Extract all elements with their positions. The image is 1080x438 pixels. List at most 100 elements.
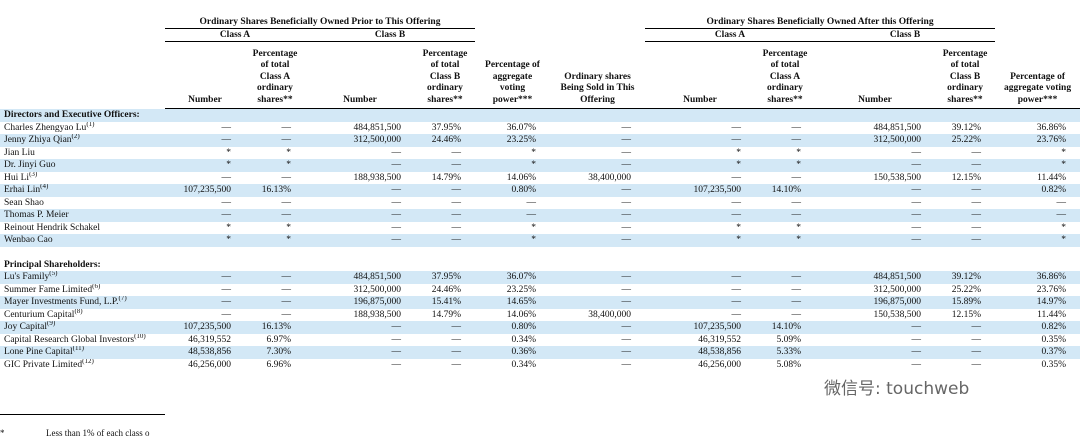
data-row: GIC Private Limited(12) 46,256,000 6.96% — —…: [0, 359, 1080, 372]
holder-name: Capital Research Global Investors: [4, 334, 135, 345]
column-header-row: Number Percentage of total Class A ordina…: [0, 41, 1080, 109]
section-row: Directors and Executive Officers:: [0, 108, 1080, 122]
value-cell: *: [475, 159, 550, 172]
value-cell: *: [226, 222, 231, 233]
holder-name: Summer Fame Limited: [4, 284, 93, 295]
column-header: Percentage of aggregate voting power***: [995, 41, 1080, 109]
column-header: Number: [165, 41, 245, 109]
value-cell: 14.79%: [431, 309, 461, 320]
value-cell: 24.46%: [431, 284, 461, 295]
value-cell: *: [531, 147, 536, 158]
value-cell: —: [281, 309, 292, 320]
value-cell: —: [415, 234, 475, 247]
column-header: Percentage of aggregate voting power***: [475, 41, 550, 109]
holder-cell: Summer Fame Limited(6): [0, 284, 165, 297]
value-cell: 14.06%: [506, 172, 536, 183]
value-cell: 0.35%: [1041, 359, 1067, 370]
value-cell: —: [791, 197, 802, 208]
holder-cell: Charles Zhengyao Lu(1): [0, 122, 165, 135]
value-cell: 107,235,500: [165, 184, 245, 197]
value-cell: —: [391, 147, 402, 158]
value-cell: 23.25%: [506, 284, 536, 295]
value-cell: —: [245, 296, 305, 309]
value-cell: —: [221, 172, 232, 183]
holder-name: Hui Li: [4, 172, 30, 183]
holder-cell: Thomas P. Meier: [0, 209, 165, 222]
value-cell: 0.35%: [1041, 334, 1067, 345]
value-cell: —: [550, 209, 645, 222]
value-cell: —: [621, 122, 632, 133]
column-header: Ordinary shares Being Sold in This Offer…: [550, 41, 645, 109]
value-cell: *: [226, 147, 231, 158]
value-cell: 6.97%: [266, 334, 291, 345]
value-cell: 11.44%: [1037, 309, 1067, 320]
group-title: Ordinary Shares Beneficially Owned Prior…: [165, 0, 475, 29]
value-cell: —: [731, 197, 742, 208]
value-cell: —: [305, 346, 415, 359]
value-cell: —: [526, 197, 537, 208]
value-cell: *: [475, 234, 550, 247]
value-cell: 12.15%: [951, 309, 982, 320]
value-cell: *: [995, 159, 1080, 172]
value-cell: 36.07%: [506, 122, 536, 133]
value-cell: 150,538,500: [873, 172, 922, 183]
value-cell: 196,875,000: [305, 296, 415, 309]
section-title: Directors and Executive Officers:: [0, 108, 1080, 122]
value-cell: —: [815, 209, 935, 222]
ownership-table: Ordinary Shares Beneficially Owned Prior…: [0, 0, 1080, 372]
value-cell: 37.95%: [415, 271, 475, 284]
value-cell: —: [221, 197, 232, 208]
holder-name: Jian Liu: [4, 147, 35, 158]
value-cell: 0.34%: [511, 359, 536, 370]
value-cell: —: [391, 222, 402, 233]
value-cell: —: [645, 271, 755, 284]
value-cell: —: [645, 209, 755, 222]
value-cell: —: [645, 134, 755, 147]
value-cell: —: [791, 284, 802, 295]
value-cell: —: [165, 209, 245, 222]
holder-name: GIC Private Limited: [4, 359, 83, 370]
value-cell: 312,500,000: [353, 284, 402, 295]
column-header: Percentage of total Class A ordinary sha…: [755, 41, 815, 109]
value-cell: —: [935, 209, 996, 222]
value-cell: 5.33%: [755, 346, 815, 359]
section-title: Principal Shareholders:: [4, 259, 101, 270]
value-cell: 23.76%: [1036, 284, 1067, 295]
value-cell: —: [731, 284, 742, 295]
value-cell: —: [621, 359, 632, 370]
value-cell: —: [165, 134, 245, 147]
value-cell: 484,851,500: [305, 271, 415, 284]
value-cell: —: [731, 172, 742, 183]
empty-cell: [475, 28, 645, 42]
value-cell: —: [415, 159, 475, 172]
holder-cell: Jenny Zhiya Qian(2): [0, 134, 165, 147]
data-row: Hui Li(3) — — 188,938,500 14.79% 14.06% 38,400…: [0, 172, 1080, 185]
value-cell: —: [305, 234, 415, 247]
value-cell: —: [791, 172, 802, 183]
value-cell: 0.82%: [995, 321, 1080, 334]
holder-cell: Sean Shao: [0, 197, 165, 210]
holder-name: Lone Pine Capital: [4, 347, 73, 357]
value-cell: —: [755, 296, 815, 309]
value-cell: —: [971, 222, 982, 233]
watermark: 微信号: touchweb: [818, 372, 976, 401]
holder-name: Joy Capital: [4, 322, 48, 332]
value-cell: 36.86%: [1036, 122, 1067, 133]
value-cell: 25.22%: [935, 134, 996, 147]
data-row: Lu's Family(5) — —484,851,500 37.95% 36.07% —…: [0, 271, 1080, 284]
value-cell: 0.37%: [995, 346, 1080, 359]
value-cell: —: [791, 122, 802, 133]
data-row: Wenbao Cao * * — — * — * * — — *: [0, 234, 1080, 247]
table-body: Ordinary Shares Beneficially Owned Prior…: [0, 0, 1080, 372]
value-cell: 14.06%: [506, 309, 536, 320]
footnote: * Less than 1% of each class o: [0, 428, 149, 438]
value-cell: 48,538,856: [165, 346, 245, 359]
holder-note: (11): [72, 346, 85, 352]
empty-cell: [0, 0, 165, 28]
value-cell: 46,319,552: [188, 334, 231, 345]
value-cell: —: [971, 147, 982, 158]
holder-note: (2): [71, 134, 80, 140]
holder-name: Dr. Jinyi Guo: [4, 160, 56, 170]
column-header: Number: [645, 41, 755, 109]
value-cell: 7.30%: [245, 346, 305, 359]
